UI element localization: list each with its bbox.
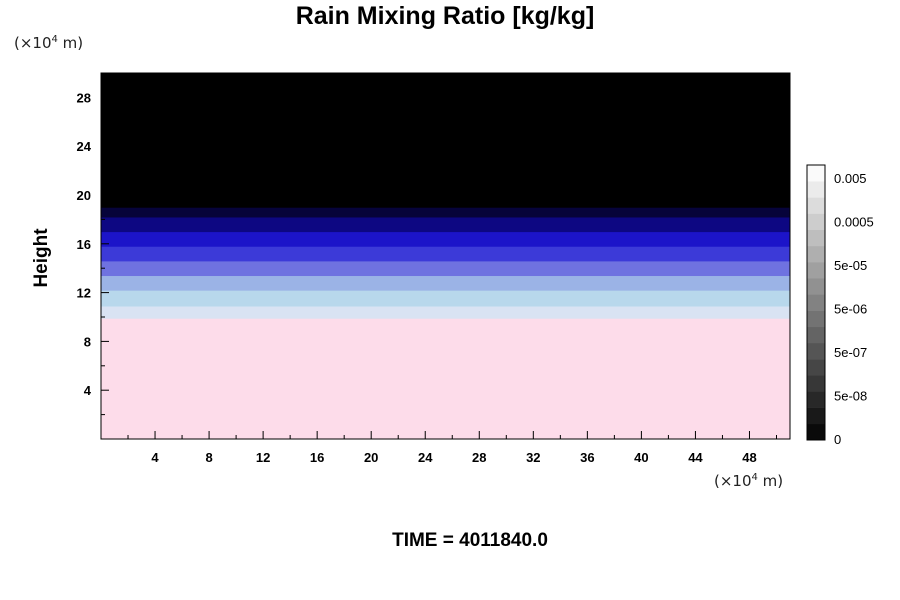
time-label: TIME = 4011840.0 — [392, 530, 548, 551]
colorbar-level — [807, 326, 825, 344]
colorbar-level — [807, 213, 825, 231]
x-tick-label: 40 — [634, 450, 648, 465]
colorbar-level — [807, 278, 825, 295]
band-1 — [101, 306, 790, 319]
colorbar-label: 0.005 — [834, 171, 867, 186]
band-4 — [101, 260, 790, 277]
band-0 — [101, 318, 790, 440]
colorbar-level — [807, 375, 825, 392]
y-axis-unit: (×104 m) — [14, 34, 84, 52]
band-5 — [101, 246, 790, 262]
x-tick-label: 8 — [205, 450, 212, 465]
colorbar-level — [807, 197, 825, 214]
colorbar-label: 5e-08 — [834, 389, 867, 404]
band-9 — [101, 73, 790, 208]
colorbar-label: 0.0005 — [834, 215, 874, 230]
x-tick-label: 24 — [418, 450, 433, 465]
colorbar-label: 5e-06 — [834, 302, 867, 317]
x-tick-label: 36 — [580, 450, 594, 465]
x-tick-label: 28 — [472, 450, 486, 465]
colorbar-level — [807, 165, 825, 182]
x-tick-label: 16 — [310, 450, 324, 465]
colorbar-level — [807, 407, 825, 425]
band-8 — [101, 207, 790, 218]
band-2 — [101, 290, 790, 307]
colorbar-level — [807, 245, 825, 263]
y-axis: 4 8 12 16 20 24 28 — [77, 90, 109, 416]
colorbar-level — [807, 262, 825, 279]
y-tick-label: 4 — [84, 383, 92, 398]
x-axis-unit: (×104 m) — [714, 472, 784, 490]
y-tick-label: 16 — [77, 237, 91, 252]
y-tick-label: 12 — [77, 286, 91, 301]
colorbar-level — [807, 181, 825, 198]
x-tick-label: 32 — [526, 450, 540, 465]
colorbar-level — [807, 294, 825, 311]
colorbar-level — [807, 359, 825, 376]
colorbar-label: 5e-07 — [834, 345, 867, 360]
colorbar-level — [807, 391, 825, 408]
colorbar-level — [807, 342, 825, 360]
x-tick-label: 48 — [742, 450, 756, 465]
x-tick-label: 12 — [256, 450, 270, 465]
x-tick-label: 20 — [364, 450, 378, 465]
colorbar-label: 0 — [834, 432, 841, 447]
band-6 — [101, 231, 790, 247]
plot-area — [100, 72, 791, 440]
band-3 — [101, 275, 790, 291]
y-tick-label: 20 — [77, 188, 91, 203]
colorbar-level — [807, 229, 825, 247]
x-tick-label: 44 — [688, 450, 703, 465]
x-tick-label: 4 — [151, 450, 159, 465]
x-axis: 4 8 12 16 20 24 28 32 36 40 44 48 — [127, 431, 777, 465]
colorbar: 0.005 0.0005 5e-05 5e-06 5e-07 5e-08 0 — [806, 164, 874, 447]
colorbar-frame — [806, 164, 826, 441]
y-tick-label: 28 — [77, 90, 91, 105]
colorbar-label: 5e-05 — [834, 258, 867, 273]
y-tick-label: 24 — [77, 139, 92, 154]
y-tick-label: 8 — [84, 334, 91, 349]
chart-title: Rain Mixing Ratio [kg/kg] — [295, 2, 595, 30]
band-7 — [101, 216, 790, 233]
plot-frame — [100, 72, 791, 440]
colorbar-level — [807, 423, 825, 441]
colorbar-level — [807, 310, 825, 328]
